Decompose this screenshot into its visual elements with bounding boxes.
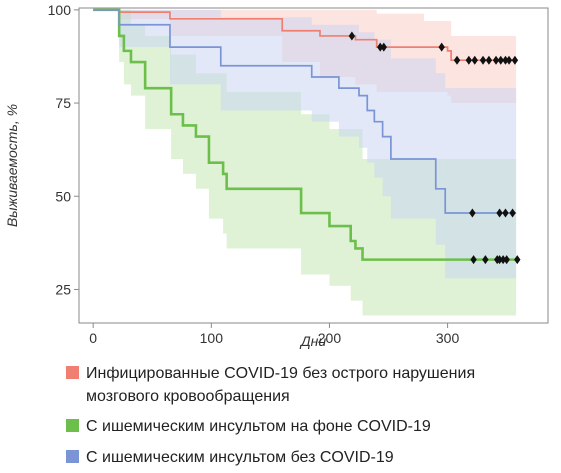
censor-mark bbox=[465, 55, 473, 65]
x-tick-label: 300 bbox=[436, 330, 460, 346]
x-axis-title: Дни bbox=[299, 333, 327, 349]
censor-mark bbox=[496, 208, 503, 218]
legend-swatch-green bbox=[66, 419, 79, 432]
censor-mark bbox=[380, 42, 387, 52]
censor-mark bbox=[502, 208, 509, 218]
censor-mark bbox=[497, 55, 504, 65]
survival-line bbox=[93, 8, 517, 261]
censor-mark bbox=[505, 55, 513, 65]
km-chart: 0 100 200 300 25 50 75 100 Дни Выживаемость, % bbox=[4, 2, 549, 349]
x-tick-label: 100 bbox=[200, 330, 224, 346]
legend-item-covid-no-stroke: Инфицированные COVID-19 без острого нару… bbox=[66, 362, 546, 408]
y-tick-label: 25 bbox=[55, 281, 71, 297]
censor-mark bbox=[509, 208, 516, 218]
censor-mark bbox=[496, 255, 503, 265]
censor-mark bbox=[479, 55, 487, 65]
censor-mark bbox=[514, 255, 521, 265]
censor-mark bbox=[438, 42, 445, 52]
censor-mark bbox=[502, 55, 509, 65]
censor-mark bbox=[348, 31, 356, 41]
y-tick-label: 50 bbox=[55, 188, 71, 204]
censor-mark bbox=[453, 55, 461, 65]
legend-label: Инфицированные COVID-19 без острого нару… bbox=[86, 365, 476, 405]
censor-mark bbox=[503, 255, 510, 265]
censor-mark bbox=[471, 55, 478, 65]
censor-mark bbox=[469, 208, 476, 218]
legend-item-stroke-with-covid: С ишемическим инсультом на фоне COVID-19 bbox=[66, 415, 546, 438]
legend-swatch-red bbox=[66, 366, 79, 379]
survival-line bbox=[93, 9, 517, 214]
legend-item-stroke-no-covid: С ишемическим инсультом без COVID-19 bbox=[66, 446, 546, 469]
censor-mark bbox=[511, 55, 519, 65]
plot-area-frame bbox=[78, 7, 549, 324]
censor-mark bbox=[499, 255, 507, 265]
y-tick-label: 75 bbox=[55, 95, 71, 111]
survival-line bbox=[93, 9, 517, 62]
censor-mark bbox=[482, 255, 489, 265]
censor-mark bbox=[377, 42, 384, 52]
y-tick-label: 100 bbox=[48, 2, 72, 18]
censor-mark bbox=[485, 55, 493, 65]
y-axis-title: Выживаемость, % bbox=[4, 104, 20, 227]
confidence-band bbox=[119, 9, 517, 316]
x-tick-label: 0 bbox=[89, 330, 97, 346]
confidence-band bbox=[119, 9, 517, 279]
censor-mark bbox=[470, 255, 477, 265]
legend-swatch-blue bbox=[66, 450, 79, 463]
x-tick-label: 200 bbox=[318, 330, 342, 346]
censor-mark bbox=[492, 55, 500, 65]
legend-label: С ишемическим инсультом без COVID-19 bbox=[86, 449, 394, 466]
legend-label: С ишемическим инсультом на фоне COVID-19 bbox=[86, 418, 431, 435]
